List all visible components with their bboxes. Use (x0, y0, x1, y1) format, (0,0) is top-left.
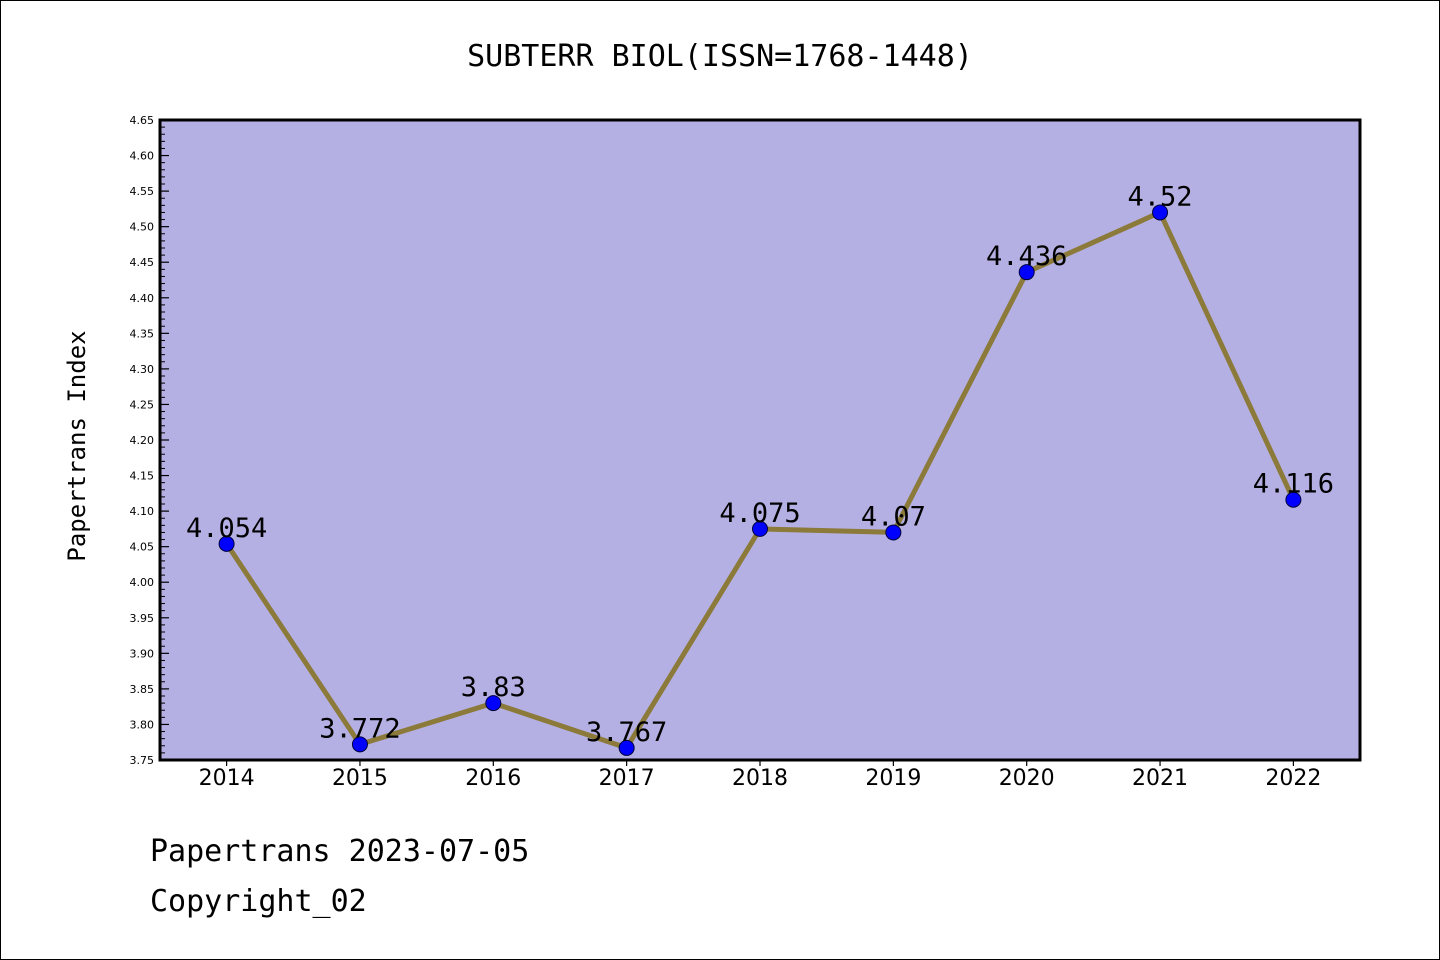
data-label: 4.52 (1128, 181, 1193, 212)
y-tick-label: 4.65 (130, 114, 155, 127)
y-tick-label: 3.90 (130, 647, 155, 660)
data-point (351, 736, 368, 753)
footer-date-text: Papertrans 2023-07-05 (150, 834, 530, 869)
y-tick-label: 3.80 (130, 718, 155, 731)
y-tick-label: 4.50 (130, 221, 155, 234)
data-point (485, 695, 502, 712)
x-tick-label: 2019 (865, 766, 921, 791)
y-tick-label: 4.35 (130, 327, 155, 340)
x-tick-label: 2022 (1265, 766, 1321, 791)
x-tick-label: 2016 (465, 766, 521, 791)
x-tick-label: 2017 (599, 766, 655, 791)
data-label: 3.767 (586, 717, 667, 748)
data-label: 4.075 (719, 498, 800, 529)
data-point (885, 524, 902, 541)
data-series (218, 204, 1302, 756)
data-label: 3.772 (319, 713, 400, 744)
y-tick-label: 4.00 (130, 576, 155, 589)
data-label: 4.116 (1253, 469, 1334, 500)
data-label: 4.436 (986, 241, 1067, 272)
data-point (1152, 204, 1169, 221)
data-label: 4.07 (861, 501, 926, 532)
y-tick-label: 4.45 (130, 256, 155, 269)
y-tick-label: 3.75 (130, 754, 155, 767)
data-labels: 4.054 3.772 3.83 3.767 4.075 4.07 4.436 4.52 4.1… (186, 181, 1334, 747)
chart-title: SUBTERR BIOL(ISSN=1768-1448) (467, 39, 973, 74)
y-tick-label: 3.85 (130, 683, 155, 696)
y-tick-label: 4.20 (130, 434, 155, 447)
y-tick-label: 4.60 (130, 150, 155, 163)
data-label: 3.83 (461, 672, 526, 703)
y-tick-label: 4.15 (130, 470, 155, 483)
data-point (752, 520, 768, 537)
x-tick-label: 2014 (199, 766, 255, 791)
y-tick-label: 4.55 (130, 185, 155, 198)
y-tick-label: 3.95 (130, 612, 155, 625)
data-point (218, 535, 235, 552)
y-axis-label: Papertrans Index (63, 330, 91, 561)
y-tick-label: 4.40 (130, 292, 155, 305)
y-axis-ticks: 3.75 3.80 3.85 3.90 3.95 4.00 4.05 4.10 4.15 4.20… (130, 114, 169, 767)
x-tick-label: 2015 (332, 766, 388, 791)
data-label: 4.054 (186, 513, 267, 544)
x-axis-ticks: 2014 2015 2016 2017 2018 2019 2020 2021 2022 (199, 760, 1321, 791)
footer-copyright-text: Copyright_02 (150, 884, 367, 919)
y-tick-label: 4.30 (130, 363, 155, 376)
x-tick-label: 2018 (732, 766, 788, 791)
y-tick-label: 4.25 (130, 398, 155, 411)
data-point (1285, 491, 1302, 508)
data-point (618, 739, 635, 756)
x-tick-label: 2020 (999, 766, 1055, 791)
plot-area (160, 120, 1360, 760)
x-tick-label: 2021 (1132, 766, 1188, 791)
y-tick-label: 4.10 (130, 505, 155, 518)
data-point (1018, 264, 1035, 281)
plot-border (158, 118, 1362, 762)
y-tick-label: 4.05 (130, 541, 155, 554)
